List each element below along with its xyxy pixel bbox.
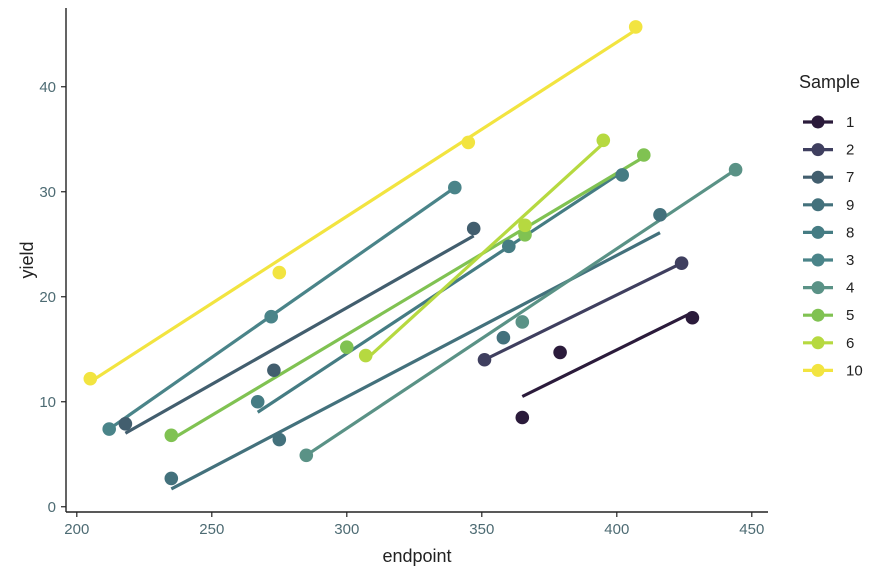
fit-line-sample-1 bbox=[521, 311, 694, 398]
legend-key-point bbox=[811, 170, 825, 184]
fit-line-sample-9 bbox=[170, 231, 661, 491]
data-point-sample-1 bbox=[515, 410, 530, 425]
legend-label: 6 bbox=[846, 335, 854, 352]
y-tick-label: 20 bbox=[39, 289, 56, 306]
legend-item-10: 10 bbox=[803, 362, 863, 379]
data-point-sample-9 bbox=[653, 208, 667, 222]
data-point-sample-7 bbox=[118, 417, 133, 431]
data-point-sample-4 bbox=[728, 162, 743, 177]
fit-line-sample-5 bbox=[170, 155, 645, 441]
legend-label: 5 bbox=[846, 307, 854, 324]
legend-key-point bbox=[811, 115, 825, 129]
fit-line-sample-6 bbox=[364, 142, 605, 361]
data-point-sample-4 bbox=[299, 448, 314, 463]
fit-line-sample-7 bbox=[124, 234, 475, 435]
legend-item-7: 7 bbox=[803, 169, 854, 186]
legend-label: 4 bbox=[846, 280, 854, 297]
data-point-sample-10 bbox=[83, 371, 98, 386]
legend-item-5: 5 bbox=[803, 307, 854, 324]
legend-label: 2 bbox=[846, 142, 854, 159]
data-point-sample-8 bbox=[250, 394, 265, 409]
legend-key-point bbox=[811, 281, 825, 295]
data-point-sample-5 bbox=[518, 228, 532, 242]
legend-key-point bbox=[811, 225, 825, 239]
x-tick-label: 250 bbox=[199, 521, 224, 538]
legend-label: 10 bbox=[846, 362, 863, 379]
legend-title: Sample bbox=[799, 72, 860, 92]
data-point-sample-5 bbox=[340, 340, 354, 354]
data-point-sample-9 bbox=[164, 471, 179, 486]
data-points bbox=[83, 20, 743, 486]
data-point-sample-6 bbox=[518, 218, 532, 233]
x-ticks: 200 250 300 350 400 450 bbox=[64, 512, 764, 538]
data-point-sample-6 bbox=[358, 348, 373, 363]
legend-label: 8 bbox=[846, 224, 854, 241]
legend-item-8: 8 bbox=[803, 224, 854, 241]
x-tick-label: 450 bbox=[739, 521, 764, 538]
legend-item-6: 6 bbox=[803, 335, 854, 352]
axes: 200 250 300 350 400 450 0 10 20 30 40 bbox=[39, 8, 768, 538]
data-point-sample-10 bbox=[272, 265, 287, 280]
x-tick-label: 400 bbox=[604, 521, 629, 538]
y-axis-title: yield bbox=[17, 241, 37, 278]
y-tick-label: 30 bbox=[39, 184, 56, 201]
data-point-sample-3 bbox=[448, 180, 462, 195]
fit-lines bbox=[89, 28, 737, 491]
data-point-sample-9 bbox=[496, 330, 511, 345]
data-point-sample-3 bbox=[264, 309, 279, 324]
fit-line-sample-10 bbox=[89, 28, 637, 384]
x-axis-title: endpoint bbox=[382, 546, 451, 566]
legend-item-1: 1 bbox=[803, 114, 854, 131]
x-tick-label: 300 bbox=[334, 521, 359, 538]
legend-key-point bbox=[811, 143, 825, 157]
data-point-sample-2 bbox=[477, 352, 492, 367]
legend-key-point bbox=[811, 336, 825, 350]
x-tick-label: 350 bbox=[469, 521, 494, 538]
y-tick-label: 10 bbox=[39, 394, 56, 411]
data-point-sample-9 bbox=[272, 432, 287, 447]
y-ticks: 0 10 20 30 40 bbox=[39, 79, 66, 516]
legend-label: 9 bbox=[846, 197, 854, 214]
data-point-sample-8 bbox=[615, 168, 629, 182]
legend-item-4: 4 bbox=[803, 280, 854, 297]
legend-item-9: 9 bbox=[803, 197, 854, 214]
legend-key-point bbox=[811, 308, 825, 322]
fit-line-sample-3 bbox=[108, 186, 456, 431]
data-point-sample-4 bbox=[515, 315, 530, 329]
data-point-sample-10 bbox=[461, 135, 476, 150]
legend-key-point bbox=[811, 363, 825, 377]
legend-key-point bbox=[811, 198, 825, 212]
data-point-sample-1 bbox=[553, 345, 567, 360]
data-point-sample-7 bbox=[267, 363, 281, 378]
x-tick-label: 200 bbox=[64, 521, 89, 538]
legend-items: 1 2 7 9 8 3 4 5 6 10 bbox=[803, 114, 863, 379]
y-tick-label: 40 bbox=[39, 79, 56, 96]
legend-key-point bbox=[811, 253, 825, 267]
fit-line-sample-2 bbox=[483, 261, 683, 362]
data-point-sample-6 bbox=[596, 133, 611, 148]
legend-label: 1 bbox=[846, 114, 854, 131]
legend-label: 7 bbox=[846, 169, 854, 186]
data-point-sample-2 bbox=[674, 256, 689, 270]
y-tick-label: 0 bbox=[48, 499, 56, 516]
legend-label: 3 bbox=[846, 252, 854, 269]
data-point-sample-10 bbox=[628, 20, 643, 34]
legend: Sample 1 2 7 9 8 3 4 5 6 10 bbox=[799, 72, 863, 379]
data-point-sample-1 bbox=[685, 310, 700, 325]
data-point-sample-8 bbox=[502, 239, 516, 254]
legend-item-3: 3 bbox=[803, 252, 854, 269]
data-point-sample-5 bbox=[637, 148, 651, 162]
data-point-sample-3 bbox=[102, 422, 116, 436]
data-point-sample-5 bbox=[164, 428, 179, 443]
legend-item-2: 2 bbox=[803, 142, 854, 159]
data-point-sample-7 bbox=[466, 221, 481, 236]
